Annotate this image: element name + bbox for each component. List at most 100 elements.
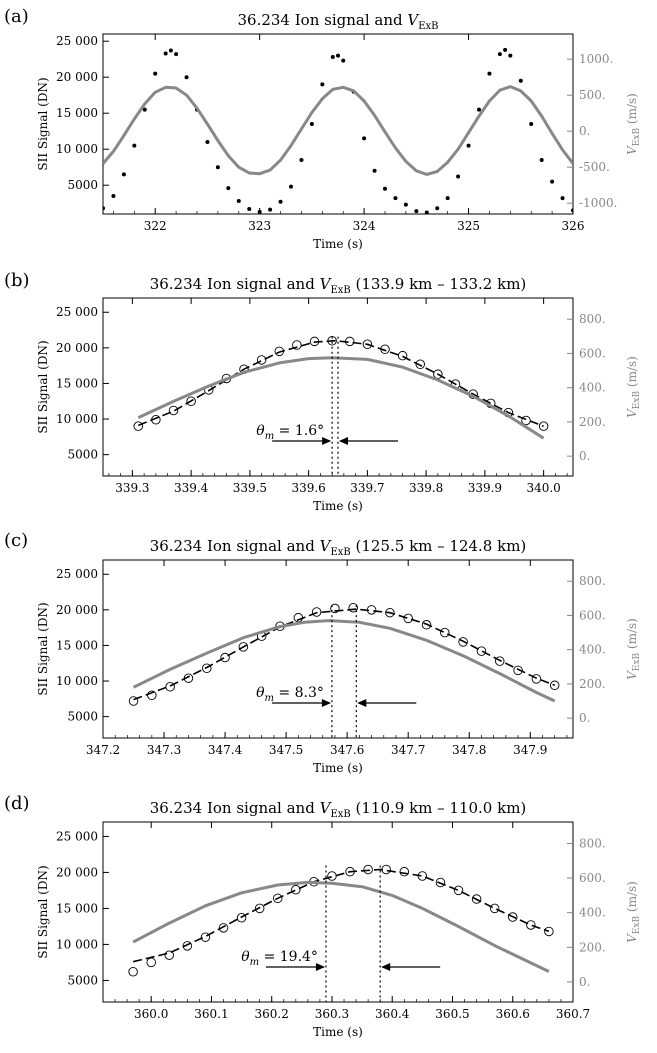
x-tick-label: 340.0 xyxy=(526,481,560,495)
x-tick-label: 347.6 xyxy=(330,743,364,757)
y-left-tick-label: 25 000 xyxy=(56,567,98,581)
signal-point xyxy=(163,51,168,56)
x-tick-label: 325 xyxy=(457,219,480,233)
theta-annotation: θm = 8.3° xyxy=(256,685,324,704)
x-tick-label: 360.3 xyxy=(315,1007,349,1021)
y-left-tick-label: 25 000 xyxy=(56,34,98,48)
signal-point xyxy=(477,107,481,112)
signal-point xyxy=(560,196,565,201)
y-right-tick-label: 500. xyxy=(579,88,606,102)
arrow-right-head xyxy=(322,437,332,445)
signal-point xyxy=(268,207,273,212)
x-tick-label: 360.5 xyxy=(435,1007,469,1021)
y-left-tick-label: 5000 xyxy=(67,710,98,724)
x-tick-label: 347.2 xyxy=(86,743,120,757)
fit-curve xyxy=(132,868,550,963)
y-right-tick-label: 600. xyxy=(579,346,606,360)
signal-point xyxy=(184,75,189,80)
signal-point xyxy=(146,957,156,968)
signal-point xyxy=(393,196,398,201)
signal-point xyxy=(383,186,387,191)
y-left-tick-label: 5000 xyxy=(67,448,98,462)
y-right-tick-label: 600. xyxy=(579,871,606,885)
signal-point xyxy=(293,612,304,623)
signal-point xyxy=(164,950,175,960)
y-left-tick-label: 10 000 xyxy=(56,142,98,156)
plot-frame xyxy=(102,33,574,215)
signal-point xyxy=(299,158,304,162)
y-right-tick-label: 600. xyxy=(579,608,606,622)
signal-point xyxy=(503,47,508,52)
x-axis-label: Time (s) xyxy=(313,761,363,775)
signal-point xyxy=(133,421,143,431)
signal-point xyxy=(453,885,464,896)
signal-point xyxy=(111,194,116,198)
plot-area xyxy=(133,335,549,476)
signal-point xyxy=(168,48,173,53)
signal-point xyxy=(142,107,147,112)
panel-c: (c) 36.234 Ion signal and VExB (125.5 km … xyxy=(4,530,642,775)
signal-point xyxy=(399,866,410,877)
signal-point xyxy=(403,613,413,624)
y-right-tick-label: 0. xyxy=(579,124,590,138)
y-right-tick-label: 400. xyxy=(579,381,606,395)
y-left-tick-label: 10 000 xyxy=(56,937,98,951)
x-axis-label: Time (s) xyxy=(313,237,363,251)
x-tick-label: 360.0 xyxy=(134,1007,168,1021)
signal-point xyxy=(320,82,325,87)
signal-point xyxy=(538,421,549,431)
y-left-tick-label: 25 000 xyxy=(56,305,98,319)
x-axis-label: Time (s) xyxy=(313,499,363,513)
signal-point xyxy=(257,209,262,214)
signal-point xyxy=(513,665,523,676)
theta-annotation: θm = 1.6° xyxy=(256,423,324,442)
signal-point xyxy=(236,199,241,204)
signal-point xyxy=(327,871,337,881)
signal-point xyxy=(445,196,450,201)
signal-point xyxy=(415,359,426,369)
signal-point xyxy=(539,158,544,162)
y-right-tick-label: 400. xyxy=(579,643,606,657)
signal-point xyxy=(341,58,346,63)
signal-point xyxy=(330,55,335,60)
signal-point xyxy=(440,627,450,638)
y-right-tick-label: -500. xyxy=(579,160,610,174)
signal-point xyxy=(544,926,554,937)
vexb-curve xyxy=(132,619,556,703)
y-right-tick-label: 200. xyxy=(579,415,606,429)
x-tick-label: 360.2 xyxy=(255,1007,289,1021)
panel-label: (b) xyxy=(4,270,30,291)
y-right-tick-label: 800. xyxy=(579,836,606,850)
plot-area xyxy=(128,864,554,1002)
x-tick-label: 326 xyxy=(562,219,585,233)
signal-point xyxy=(103,206,105,211)
x-tick-label: 360.6 xyxy=(496,1007,530,1021)
y-right-axis-label: VExB (m/s) xyxy=(625,356,642,418)
y-left-tick-label: 5000 xyxy=(67,973,98,987)
x-tick-label: 360.1 xyxy=(194,1007,228,1021)
y-right-axis-label: VExB (m/s) xyxy=(625,618,642,680)
y-left-axis-label: SII Signal (DN) xyxy=(36,340,50,433)
signal-point xyxy=(414,209,419,214)
signal-point xyxy=(336,53,340,58)
y-right-tick-label: -1000. xyxy=(579,196,617,210)
vexb-curve xyxy=(132,880,550,973)
y-left-tick-label: 5000 xyxy=(67,178,98,192)
signal-point xyxy=(497,52,502,57)
y-right-tick-label: 400. xyxy=(579,906,606,920)
x-tick-label: 339.5 xyxy=(233,481,267,495)
signal-point xyxy=(153,71,158,76)
y-left-tick-label: 20 000 xyxy=(56,341,98,355)
plot-frame xyxy=(102,821,574,1003)
panel-a: (a) 36.234 Ion signal and VExB 322 323 324 32… xyxy=(4,6,642,251)
x-tick-label: 339.8 xyxy=(409,481,443,495)
y-left-tick-label: 10 000 xyxy=(56,674,98,688)
signal-point xyxy=(132,143,137,148)
theta-annotation: θm = 19.4° xyxy=(241,949,318,968)
y-left-tick-label: 20 000 xyxy=(56,70,98,84)
x-axis-label: Time (s) xyxy=(313,1025,363,1039)
signal-point xyxy=(571,208,573,213)
x-tick-label: 360.7 xyxy=(556,1007,590,1021)
signal-point xyxy=(363,864,373,875)
